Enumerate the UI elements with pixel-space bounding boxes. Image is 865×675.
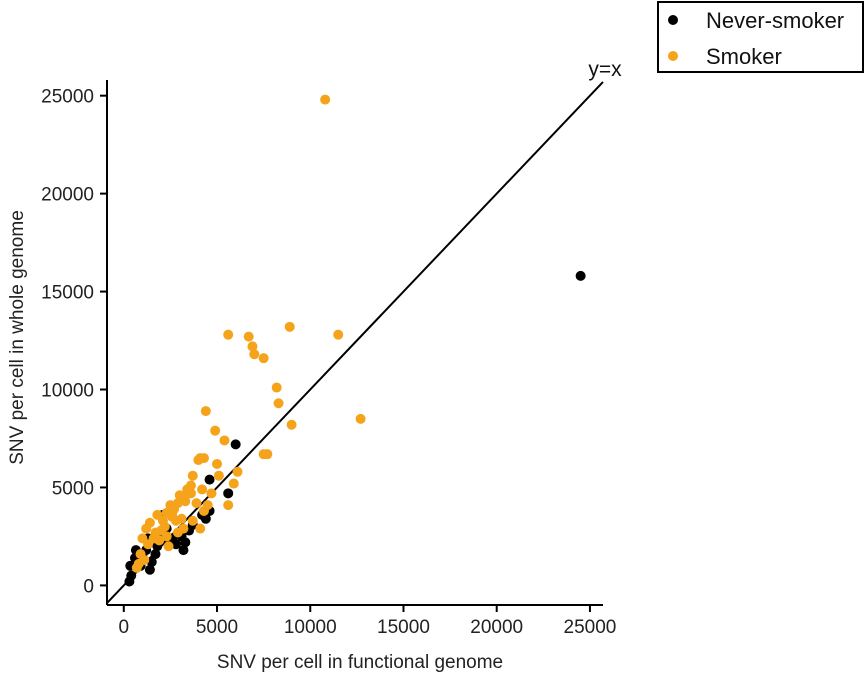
point-never-smoker — [223, 488, 234, 499]
x-tick-label: 20000 — [470, 617, 523, 638]
point-smoker — [223, 500, 234, 511]
point-smoker — [185, 488, 196, 499]
legend-marker-smoker — [668, 51, 678, 61]
y-tick-label: 15000 — [41, 283, 94, 304]
x-tick-label: 10000 — [284, 617, 337, 638]
point-never-smoker — [178, 545, 189, 556]
legend: Never-smoker Smoker — [657, 1, 864, 73]
point-smoker — [198, 453, 209, 464]
point-smoker — [243, 331, 254, 342]
point-smoker — [191, 498, 202, 509]
point-smoker — [141, 523, 152, 534]
legend-box — [657, 1, 864, 73]
point-never-smoker — [200, 513, 211, 524]
point-smoker — [195, 523, 206, 534]
point-smoker — [197, 484, 208, 495]
legend-marker-never-smoker — [668, 15, 678, 25]
point-smoker — [232, 466, 243, 477]
point-smoker — [163, 541, 174, 552]
point-smoker — [154, 535, 165, 546]
point-smoker — [249, 349, 260, 360]
point-smoker — [187, 470, 198, 481]
x-tick-label: 25000 — [564, 617, 617, 638]
point-never-smoker — [180, 537, 191, 548]
point-smoker — [206, 488, 217, 499]
x-tick-label: 15000 — [377, 617, 430, 638]
point-smoker — [284, 321, 295, 332]
point-smoker — [178, 492, 189, 503]
point-smoker — [210, 425, 221, 436]
point-smoker — [202, 500, 213, 511]
y-tick-label: 20000 — [41, 185, 94, 206]
y-axis-label: SNV per cell in whole genome — [7, 210, 28, 465]
point-smoker — [139, 554, 150, 565]
y-tick-label: 25000 — [41, 87, 94, 108]
point-smoker — [170, 515, 181, 526]
point-smoker — [271, 382, 282, 393]
point-smoker — [219, 435, 230, 446]
legend-label-never-smoker: Never-smoker — [706, 8, 844, 33]
point-smoker — [165, 500, 176, 511]
legend-label-smoker: Smoker — [706, 44, 782, 69]
y-axis-ticks: 0 5000 10000 15000 20000 25000 — [41, 87, 107, 597]
point-smoker — [355, 413, 366, 424]
point-smoker — [161, 531, 172, 542]
y-tick-label: 0 — [83, 576, 94, 597]
point-smoker — [187, 515, 198, 526]
point-smoker — [262, 449, 273, 460]
point-smoker — [213, 470, 224, 481]
point-smoker — [273, 398, 284, 409]
reference-line-y-equals-x — [106, 81, 604, 604]
point-smoker — [159, 521, 170, 532]
point-smoker — [247, 341, 258, 352]
point-never-smoker — [144, 564, 155, 575]
x-axis-label: SNV per cell in functional genome — [217, 652, 503, 673]
point-smoker — [333, 329, 344, 340]
point-smoker — [152, 509, 163, 520]
point-smoker — [131, 562, 142, 573]
point-smoker — [320, 94, 331, 105]
reference-line-label: y=x — [588, 58, 622, 81]
point-smoker — [223, 329, 234, 340]
point-never-smoker — [575, 270, 586, 281]
point-smoker — [167, 507, 178, 518]
point-smoker — [212, 458, 223, 469]
x-tick-label: 0 — [118, 617, 129, 638]
point-smoker — [258, 353, 269, 364]
data-points — [124, 94, 586, 587]
point-smoker — [200, 406, 211, 417]
y-tick-label: 5000 — [52, 478, 94, 499]
x-tick-label: 5000 — [196, 617, 238, 638]
point-never-smoker — [204, 474, 215, 485]
point-never-smoker — [150, 549, 161, 560]
point-never-smoker — [230, 439, 241, 450]
x-axis-ticks: 0 5000 10000 15000 20000 25000 — [118, 605, 616, 638]
y-tick-label: 10000 — [41, 381, 94, 402]
point-never-smoker — [126, 570, 137, 581]
point-smoker — [286, 419, 297, 430]
point-smoker — [178, 523, 189, 534]
point-smoker — [228, 478, 239, 489]
point-smoker — [143, 539, 154, 550]
